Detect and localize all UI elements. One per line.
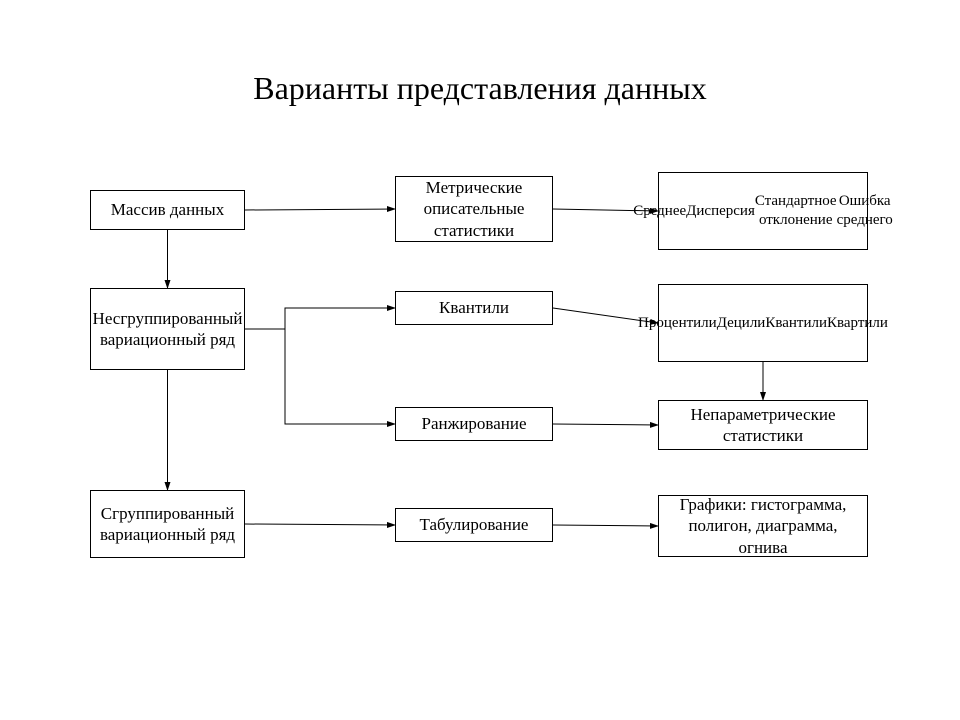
- node-n4: Несгруппированный вариационный ряд: [90, 288, 245, 370]
- edge: [553, 525, 658, 526]
- node-n2: Метрические описательные статистики: [395, 176, 553, 242]
- node-n7: Ранжирование: [395, 407, 553, 441]
- node-n8: Непараметрические статистики: [658, 400, 868, 450]
- diagram-title: Варианты представления данных: [0, 70, 960, 107]
- node-n5: Квантили: [395, 291, 553, 325]
- node-n10: Табулирование: [395, 508, 553, 542]
- node-n11: Графики: гистограмма, полигон, диаграмма…: [658, 495, 868, 557]
- edge: [245, 308, 395, 329]
- edge: [245, 524, 395, 525]
- edge: [245, 329, 395, 424]
- node-n9: Сгруппированный вариационный ряд: [90, 490, 245, 558]
- node-n1: Массив данных: [90, 190, 245, 230]
- edge: [553, 424, 658, 425]
- node-n3: СреднееДисперсияСтандартное отклонениеОш…: [658, 172, 868, 250]
- node-n6: ПроцентилиДецилиКвантилиКвартили: [658, 284, 868, 362]
- diagram-canvas: Варианты представления данных Массив дан…: [0, 0, 960, 720]
- edge: [245, 209, 395, 210]
